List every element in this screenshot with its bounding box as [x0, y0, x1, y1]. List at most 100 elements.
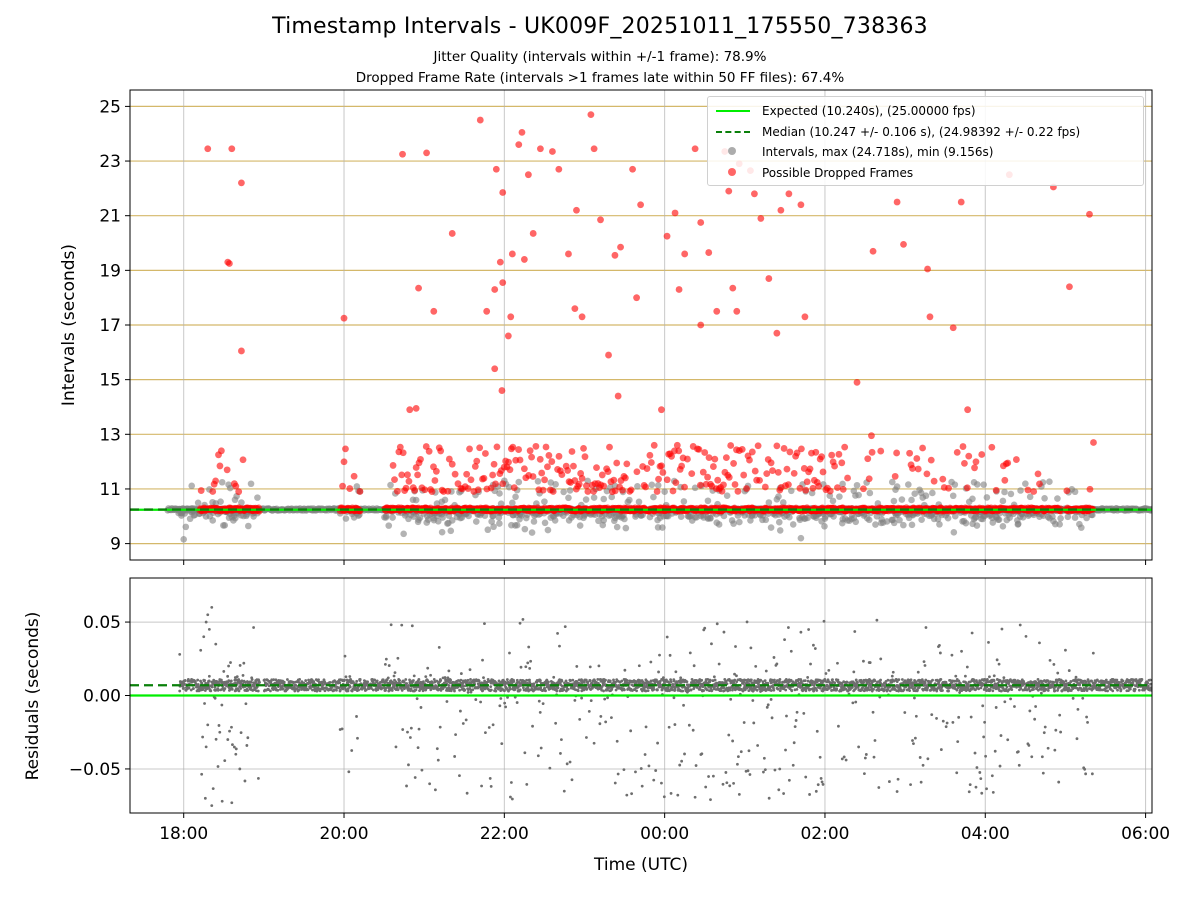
residual-point: [604, 678, 607, 682]
dropped-frame-point: [806, 465, 814, 473]
residual-point: [223, 687, 227, 690]
residual-point: [610, 687, 614, 691]
residual-point: [203, 679, 207, 682]
dropped-frame-point: [623, 460, 631, 468]
interval-point: [936, 521, 943, 528]
interval-point: [238, 499, 245, 506]
interval-point: [951, 481, 959, 488]
residual-point: [281, 687, 285, 691]
residual-point: [421, 689, 425, 693]
residuals-plot-area: [130, 605, 1152, 808]
dropped-frame-point: [643, 465, 651, 472]
interval-point: [918, 516, 925, 524]
residual-point: [404, 678, 408, 681]
top-plot-area: [130, 111, 1152, 543]
dropped-frame-point: [212, 477, 220, 485]
interval-point: [836, 493, 843, 500]
dropped-frame-outlier: [578, 313, 586, 321]
dropped-frame-outlier: [697, 219, 705, 226]
dropped-frame-outlier: [637, 201, 644, 209]
residual-point: [390, 689, 394, 692]
residual-point: [539, 686, 543, 690]
interval-point: [677, 513, 685, 521]
residual-point: [337, 686, 341, 690]
interval-point: [707, 515, 714, 522]
dropped-frame-point: [432, 467, 440, 475]
dropped-frame-outlier: [507, 313, 515, 321]
dropped-frame-point: [923, 470, 931, 478]
residual-point: [494, 689, 498, 693]
residual-point: [220, 680, 224, 684]
dropped-frame-point: [1001, 476, 1009, 484]
residual-point: [328, 681, 332, 684]
interval-point: [852, 518, 860, 526]
dropped-frame-point: [668, 452, 675, 460]
dropped-frame-point: [796, 484, 804, 492]
residual-point: [409, 687, 413, 691]
dropped-frame-point: [1063, 487, 1071, 495]
dropped-frame-outlier: [681, 250, 689, 258]
interval-point: [962, 519, 970, 527]
interval-point: [1017, 487, 1024, 494]
residual-point: [588, 685, 591, 689]
interval-point: [613, 523, 621, 531]
residual-point: [405, 682, 409, 685]
interval-point: [730, 520, 737, 527]
interval-point: [383, 512, 390, 520]
dropped-frame-point: [701, 449, 709, 456]
dropped-frame-outlier: [868, 432, 875, 440]
interval-point: [512, 493, 519, 501]
dropped-frame-point: [499, 480, 507, 488]
dropped-frame-outlier: [705, 249, 713, 256]
dropped-frame-point: [730, 460, 737, 467]
residual-point: [286, 678, 289, 681]
dropped-frame-point: [584, 488, 592, 495]
dropped-frame-outlier: [518, 128, 526, 136]
residual-point: [304, 679, 308, 682]
residual-point: [525, 678, 529, 682]
residual-point: [512, 680, 516, 683]
dropped-frame-outlier: [671, 209, 679, 217]
residual-point: [370, 687, 373, 690]
dropped-frame-point: [509, 443, 517, 451]
interval-min-point: [180, 536, 188, 543]
dropped-frame-point: [1034, 470, 1042, 478]
dropped-frame-outlier: [949, 324, 957, 332]
interval-point: [1022, 480, 1029, 487]
interval-point: [1064, 513, 1072, 521]
interval-point: [765, 499, 773, 506]
dropped-frame-point: [647, 459, 655, 466]
residual-point: [477, 679, 481, 683]
interval-point: [787, 487, 795, 495]
residual-point: [569, 679, 572, 682]
dropped-frame-outlier: [549, 148, 556, 155]
interval-point: [691, 484, 699, 492]
interval-point: [505, 483, 513, 491]
interval-point: [989, 519, 997, 526]
residual-point: [489, 688, 493, 692]
dropped-frame-outlier: [492, 165, 500, 173]
dropped-frame-point: [672, 479, 680, 487]
dropped-frame-point: [774, 468, 782, 476]
dropped-frame-outlier: [448, 230, 456, 237]
residual-point: [508, 687, 512, 691]
dropped-frame-point: [539, 486, 547, 494]
dropped-frame-point: [197, 487, 205, 494]
dropped-frame-point: [389, 462, 397, 469]
interval-point: [911, 490, 919, 498]
residual-point: [505, 678, 509, 681]
dropped-frame-outlier: [658, 406, 665, 414]
residual-point: [249, 685, 253, 689]
interval-point: [786, 513, 793, 521]
residual-point: [596, 677, 600, 681]
dropped-frame-outlier: [853, 378, 861, 386]
dropped-frame-point: [972, 458, 980, 466]
interval-point: [438, 528, 446, 536]
residual-point: [385, 678, 389, 682]
interval-point: [736, 518, 743, 526]
residual-point: [357, 688, 361, 692]
dropped-frame-outlier: [751, 190, 758, 198]
interval-point: [775, 493, 782, 500]
interval-point: [465, 512, 472, 520]
dropped-frame-outlier: [713, 307, 721, 315]
